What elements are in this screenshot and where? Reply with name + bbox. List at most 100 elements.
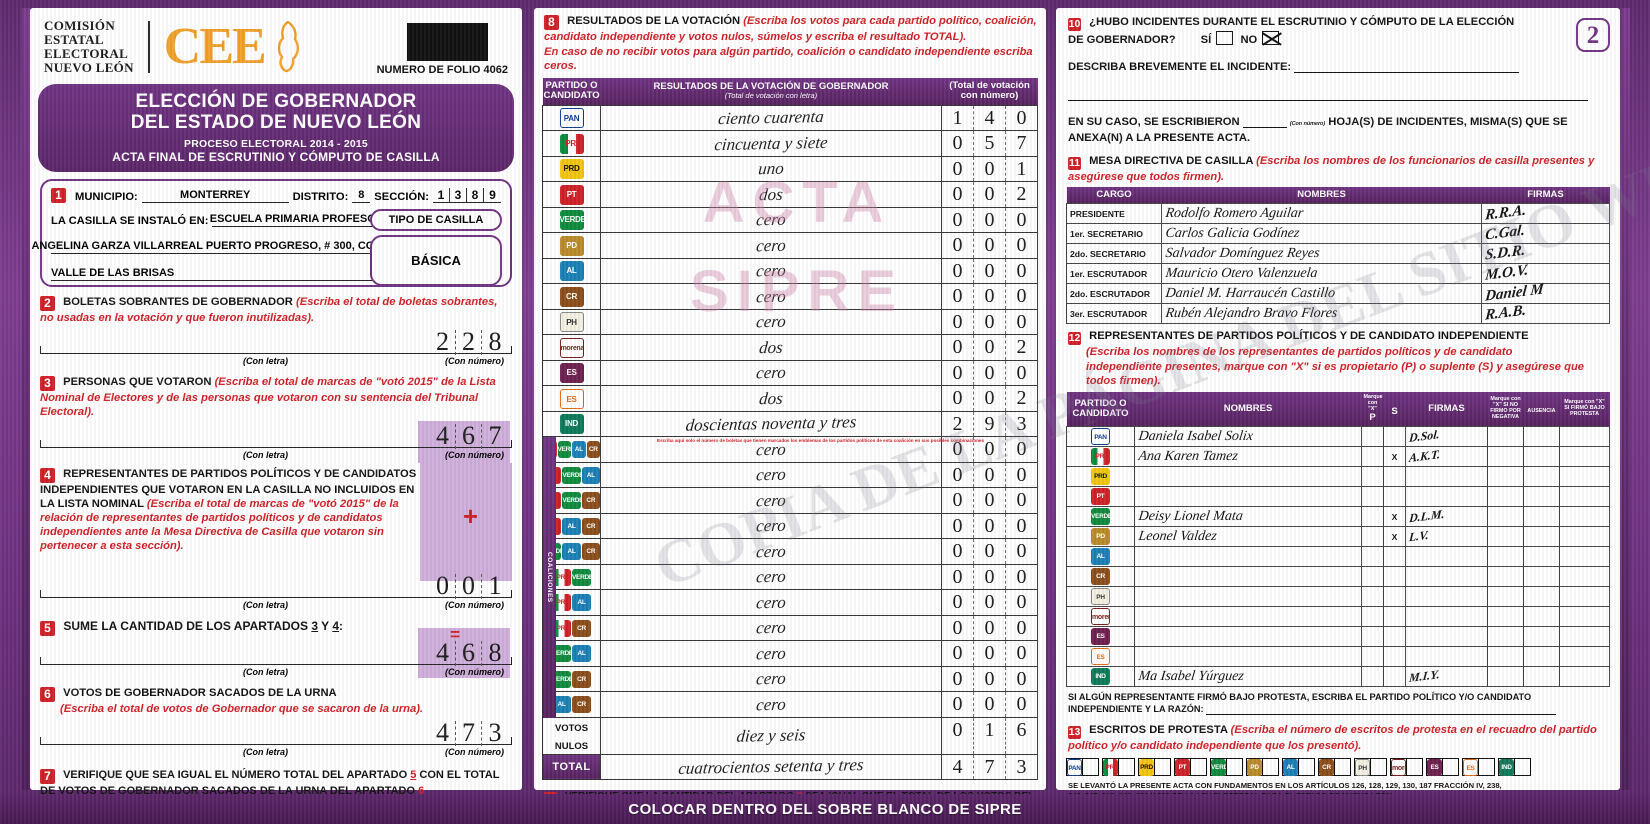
rep-negativa[interactable] xyxy=(1487,446,1524,468)
protesta-count[interactable] xyxy=(1514,759,1530,776)
rep-nombre[interactable]: Leonel Valdez xyxy=(1133,526,1363,547)
rep-nombre[interactable] xyxy=(1133,466,1363,487)
mesa-nombre[interactable]: Daniel M. Harraucén Castillo xyxy=(1160,283,1483,304)
address-field-3[interactable]: VALLE DE LAS BRISAS xyxy=(51,266,389,281)
mesa-firma[interactable]: R.A.B. xyxy=(1481,303,1610,325)
protesta-box-pd[interactable]: PD xyxy=(1246,758,1279,777)
row-letters-cell[interactable]: cero xyxy=(600,232,942,259)
rep-suplente[interactable] xyxy=(1383,566,1406,588)
rep-propietario[interactable] xyxy=(1361,606,1384,628)
rep-propietario[interactable] xyxy=(1361,626,1384,648)
rep-protesta[interactable] xyxy=(1559,546,1610,568)
protesta-count[interactable] xyxy=(1442,759,1458,776)
rep-negativa[interactable] xyxy=(1487,466,1524,488)
mesa-firma[interactable]: Daniel M xyxy=(1481,282,1610,305)
rep-protesta[interactable] xyxy=(1559,626,1610,648)
rep-suplente[interactable] xyxy=(1383,426,1406,448)
protesta-count[interactable] xyxy=(1262,759,1278,776)
rep-nombre[interactable] xyxy=(1133,646,1363,667)
protesta-box-alianza[interactable]: AL xyxy=(1282,758,1315,777)
rep-suplente[interactable] xyxy=(1383,486,1406,508)
rep-ausencia[interactable] xyxy=(1523,666,1560,688)
row-letters-cell[interactable]: cero xyxy=(600,487,942,514)
rep-ausencia[interactable] xyxy=(1523,626,1560,648)
row-letters-cell[interactable]: cero xyxy=(600,691,942,718)
address-field-1[interactable]: ESCUELA PRIMARIA PROFESORA xyxy=(210,212,392,227)
row-letters-cell[interactable]: cero xyxy=(600,640,942,667)
row-letters-cell[interactable]: cero xyxy=(600,206,942,234)
rep-nombre[interactable] xyxy=(1133,546,1363,567)
rep-ausencia[interactable] xyxy=(1523,586,1560,608)
row-letters-cell[interactable]: cero xyxy=(600,512,942,540)
protesta-count[interactable] xyxy=(1406,759,1422,776)
rep-suplente[interactable] xyxy=(1383,646,1406,668)
rep-ausencia[interactable] xyxy=(1523,486,1560,508)
mesa-firma[interactable]: S.D.R. xyxy=(1481,243,1610,265)
mesa-nombre[interactable]: Carlos Galicia Godínez xyxy=(1160,223,1483,244)
rep-propietario[interactable] xyxy=(1361,446,1384,468)
rep-negativa[interactable] xyxy=(1487,626,1524,648)
protesta-count[interactable] xyxy=(1190,759,1206,776)
section-6-answer[interactable]: (Con letra) (Con número) 4 7 3 xyxy=(40,720,512,757)
rep-negativa[interactable] xyxy=(1487,486,1524,508)
protesta-count[interactable] xyxy=(1298,759,1314,776)
protesta-box-morena[interactable]: morena xyxy=(1390,758,1423,777)
rep-propietario[interactable] xyxy=(1361,646,1384,668)
row-letters-cell[interactable]: cero xyxy=(600,665,942,693)
seccion-field[interactable]: 1 3 8 9 xyxy=(433,187,501,203)
rep-negativa[interactable] xyxy=(1487,586,1524,608)
row-letters-cell[interactable]: dos xyxy=(600,181,942,208)
rep-firma[interactable]: M.I.Y. xyxy=(1405,666,1488,688)
protesta-box-prd[interactable]: PRD xyxy=(1138,758,1171,777)
rep-nombre[interactable] xyxy=(1133,586,1363,607)
rep-suplente[interactable] xyxy=(1383,666,1406,688)
rep-nombre[interactable]: Daniela Isabel Solix xyxy=(1133,426,1363,447)
rep-firma[interactable]: L.V. xyxy=(1405,526,1488,548)
protesta-box-cruzada[interactable]: CR xyxy=(1318,758,1351,777)
row-letters-cell[interactable]: cero xyxy=(600,538,942,565)
rep-firma[interactable]: D.L.M. xyxy=(1405,506,1488,528)
rep-protesta[interactable] xyxy=(1559,666,1610,688)
rep-firma[interactable] xyxy=(1405,546,1488,568)
protest-field[interactable] xyxy=(1206,714,1557,716)
rep-nombre[interactable]: Ana Karen Tamez xyxy=(1133,446,1363,467)
mesa-nombre[interactable]: Rubén Alejandro Bravo Flores xyxy=(1160,303,1483,324)
mesa-nombre[interactable]: Salvador Domínguez Reyes xyxy=(1160,243,1483,264)
row-letters-cell[interactable]: cero xyxy=(600,614,942,642)
row-letters-cell[interactable]: cero xyxy=(600,308,942,336)
rep-propietario[interactable] xyxy=(1361,666,1384,688)
rep-suplente[interactable] xyxy=(1383,466,1406,488)
rep-ausencia[interactable] xyxy=(1523,426,1560,448)
protesta-count[interactable] xyxy=(1370,759,1386,776)
protesta-box-pri[interactable]: PRI xyxy=(1102,758,1135,777)
protesta-count[interactable] xyxy=(1082,759,1098,776)
rep-nombre[interactable] xyxy=(1133,486,1363,507)
rep-protesta[interactable] xyxy=(1559,566,1610,588)
section-2-answer[interactable]: (Con letra) (Con número) 2 2 8 xyxy=(40,329,512,366)
rep-ausencia[interactable] xyxy=(1523,566,1560,588)
rep-suplente[interactable] xyxy=(1383,626,1406,648)
rep-ausencia[interactable] xyxy=(1523,606,1560,628)
sheets-field[interactable] xyxy=(1242,126,1287,128)
rep-propietario[interactable] xyxy=(1361,546,1384,568)
rep-nombre[interactable] xyxy=(1133,626,1363,647)
rep-firma[interactable]: D.Sol. xyxy=(1405,426,1488,448)
protesta-box-es[interactable]: ES xyxy=(1426,758,1459,777)
row-letters-cell[interactable]: ciento cuarenta xyxy=(600,104,942,132)
rep-negativa[interactable] xyxy=(1487,546,1524,568)
rep-ausencia[interactable] xyxy=(1523,506,1560,528)
protesta-box-verde[interactable]: VERDE xyxy=(1210,758,1243,777)
rep-protesta[interactable] xyxy=(1559,586,1610,608)
